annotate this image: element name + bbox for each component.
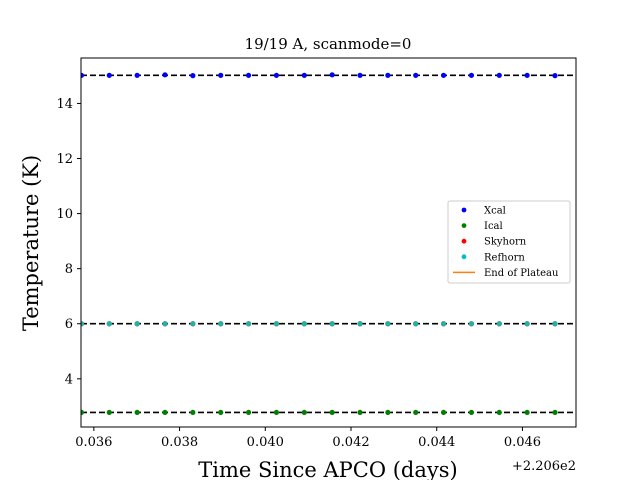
point-xcal-10 bbox=[357, 72, 363, 78]
legend-items: Xcal Ical Skyhorn Refhorn End of Plateau bbox=[453, 206, 559, 279]
x-axis-offset-label: +2.206e2 bbox=[512, 459, 576, 474]
point-refhorn-11 bbox=[385, 321, 391, 327]
point-ical-12 bbox=[413, 409, 419, 416]
point-ical-17 bbox=[552, 409, 558, 416]
point-xcal-6 bbox=[245, 72, 252, 78]
legend-label-xcal: Xcal bbox=[484, 206, 506, 217]
x-tick-label-1: 0.038 bbox=[161, 435, 198, 450]
x-tick-label-5: 0.046 bbox=[504, 435, 541, 450]
legend-marker-ical bbox=[461, 223, 467, 229]
point-xcal-15 bbox=[496, 72, 502, 78]
point-ical-15 bbox=[496, 409, 502, 416]
x-axis-label: Time Since APCO (days) bbox=[198, 458, 457, 480]
point-refhorn-5 bbox=[218, 321, 224, 327]
point-ical-2 bbox=[134, 409, 140, 416]
x-axis-ticks: 0.036 0.038 0.040 0.042 0.044 0.046 bbox=[75, 427, 541, 450]
y-tick-label-2: 8 bbox=[65, 262, 73, 277]
point-xcal-2 bbox=[134, 72, 140, 78]
legend-label-ical: Ical bbox=[484, 221, 503, 232]
point-ical-8 bbox=[301, 409, 307, 416]
legend-marker-xcal bbox=[461, 207, 467, 213]
point-refhorn-7 bbox=[273, 321, 280, 327]
point-refhorn-13 bbox=[440, 321, 447, 327]
y-axis-label: Temperature (K) bbox=[19, 155, 43, 331]
point-ical-6 bbox=[245, 409, 252, 416]
y-tick-label-3: 10 bbox=[56, 207, 73, 222]
point-ical-14 bbox=[468, 409, 475, 416]
point-ical-0 bbox=[81, 409, 85, 416]
point-xcal-0 bbox=[81, 72, 85, 78]
data-points bbox=[81, 72, 558, 416]
point-refhorn-16 bbox=[524, 321, 530, 327]
x-tick-label-0: 0.036 bbox=[75, 435, 112, 450]
point-xcal-12 bbox=[413, 72, 419, 78]
point-ical-4 bbox=[190, 409, 196, 416]
point-ical-3 bbox=[162, 409, 168, 416]
point-xcal-5 bbox=[218, 72, 224, 78]
chart-title: 19/19 A, scanmode=0 bbox=[245, 35, 412, 53]
point-refhorn-3 bbox=[162, 321, 168, 327]
y-tick-label-5: 14 bbox=[56, 97, 73, 112]
legend-box bbox=[447, 200, 571, 284]
point-ical-11 bbox=[385, 409, 391, 416]
point-refhorn-10 bbox=[357, 321, 363, 327]
point-xcal-3 bbox=[162, 72, 168, 78]
point-xcal-4 bbox=[190, 73, 196, 79]
legend-label-skyhorn: Skyhorn bbox=[484, 237, 527, 248]
point-refhorn-1 bbox=[106, 321, 112, 327]
point-refhorn-17 bbox=[552, 321, 558, 327]
legend: Xcal Ical Skyhorn Refhorn End of Plateau bbox=[447, 200, 571, 284]
point-ical-13 bbox=[440, 409, 447, 416]
point-xcal-8 bbox=[301, 72, 307, 78]
y-tick-label-1: 6 bbox=[65, 317, 73, 332]
point-refhorn-6 bbox=[245, 321, 252, 327]
point-xcal-13 bbox=[440, 72, 447, 78]
point-refhorn-12 bbox=[413, 321, 419, 327]
x-tick-label-4: 0.044 bbox=[418, 435, 455, 450]
point-refhorn-9 bbox=[329, 321, 335, 327]
point-refhorn-2 bbox=[134, 321, 140, 327]
point-refhorn-15 bbox=[496, 321, 502, 327]
point-ical-1 bbox=[106, 409, 112, 416]
point-refhorn-14 bbox=[468, 321, 475, 327]
plot-frame bbox=[80, 57, 577, 428]
x-tick-label-2: 0.040 bbox=[247, 435, 284, 450]
point-xcal-9 bbox=[329, 72, 335, 78]
x-tick-label-3: 0.042 bbox=[332, 435, 369, 450]
point-xcal-11 bbox=[385, 72, 391, 78]
point-ical-7 bbox=[273, 409, 280, 416]
legend-label-end-of-plateau: End of Plateau bbox=[484, 268, 559, 279]
legend-marker-skyhorn bbox=[461, 238, 467, 244]
point-xcal-17 bbox=[552, 73, 558, 79]
point-refhorn-0 bbox=[81, 321, 85, 327]
point-refhorn-8 bbox=[301, 321, 307, 327]
y-tick-label-4: 12 bbox=[56, 152, 73, 167]
point-xcal-16 bbox=[524, 72, 530, 78]
legend-marker-refhorn bbox=[461, 254, 467, 260]
point-ical-5 bbox=[218, 409, 224, 416]
point-xcal-1 bbox=[106, 72, 112, 78]
point-xcal-14 bbox=[468, 72, 475, 78]
point-refhorn-4 bbox=[190, 321, 196, 327]
point-ical-16 bbox=[524, 409, 530, 416]
legend-label-refhorn: Refhorn bbox=[484, 252, 525, 263]
point-xcal-7 bbox=[273, 72, 280, 78]
y-axis-ticks: 4 6 8 10 12 14 bbox=[56, 97, 81, 387]
point-ical-9 bbox=[329, 409, 335, 416]
y-tick-label-0: 4 bbox=[65, 372, 73, 387]
point-ical-10 bbox=[357, 409, 363, 416]
